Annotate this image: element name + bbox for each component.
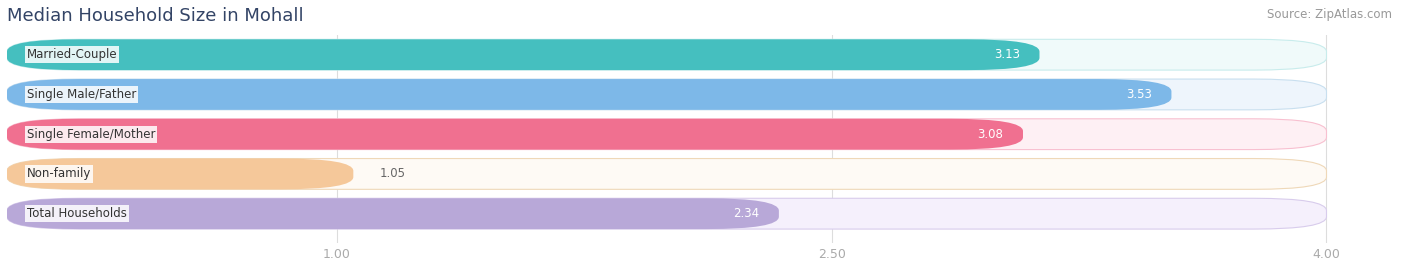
Text: 2.34: 2.34 [733, 207, 759, 220]
FancyBboxPatch shape [7, 79, 1171, 110]
Text: Non-family: Non-family [27, 168, 91, 180]
Text: 3.08: 3.08 [977, 128, 1004, 141]
FancyBboxPatch shape [7, 198, 1326, 229]
FancyBboxPatch shape [7, 39, 1039, 70]
FancyBboxPatch shape [7, 159, 353, 189]
Text: Married-Couple: Married-Couple [27, 48, 117, 61]
Text: Single Female/Mother: Single Female/Mother [27, 128, 155, 141]
FancyBboxPatch shape [7, 39, 1326, 70]
Text: Single Male/Father: Single Male/Father [27, 88, 136, 101]
Text: 3.53: 3.53 [1126, 88, 1152, 101]
Text: 3.13: 3.13 [994, 48, 1019, 61]
Text: Total Households: Total Households [27, 207, 127, 220]
FancyBboxPatch shape [7, 159, 1326, 189]
Text: 1.05: 1.05 [380, 168, 406, 180]
Text: Source: ZipAtlas.com: Source: ZipAtlas.com [1267, 8, 1392, 21]
FancyBboxPatch shape [7, 119, 1326, 150]
Text: Median Household Size in Mohall: Median Household Size in Mohall [7, 7, 304, 25]
FancyBboxPatch shape [7, 79, 1326, 110]
FancyBboxPatch shape [7, 198, 779, 229]
FancyBboxPatch shape [7, 119, 1024, 150]
